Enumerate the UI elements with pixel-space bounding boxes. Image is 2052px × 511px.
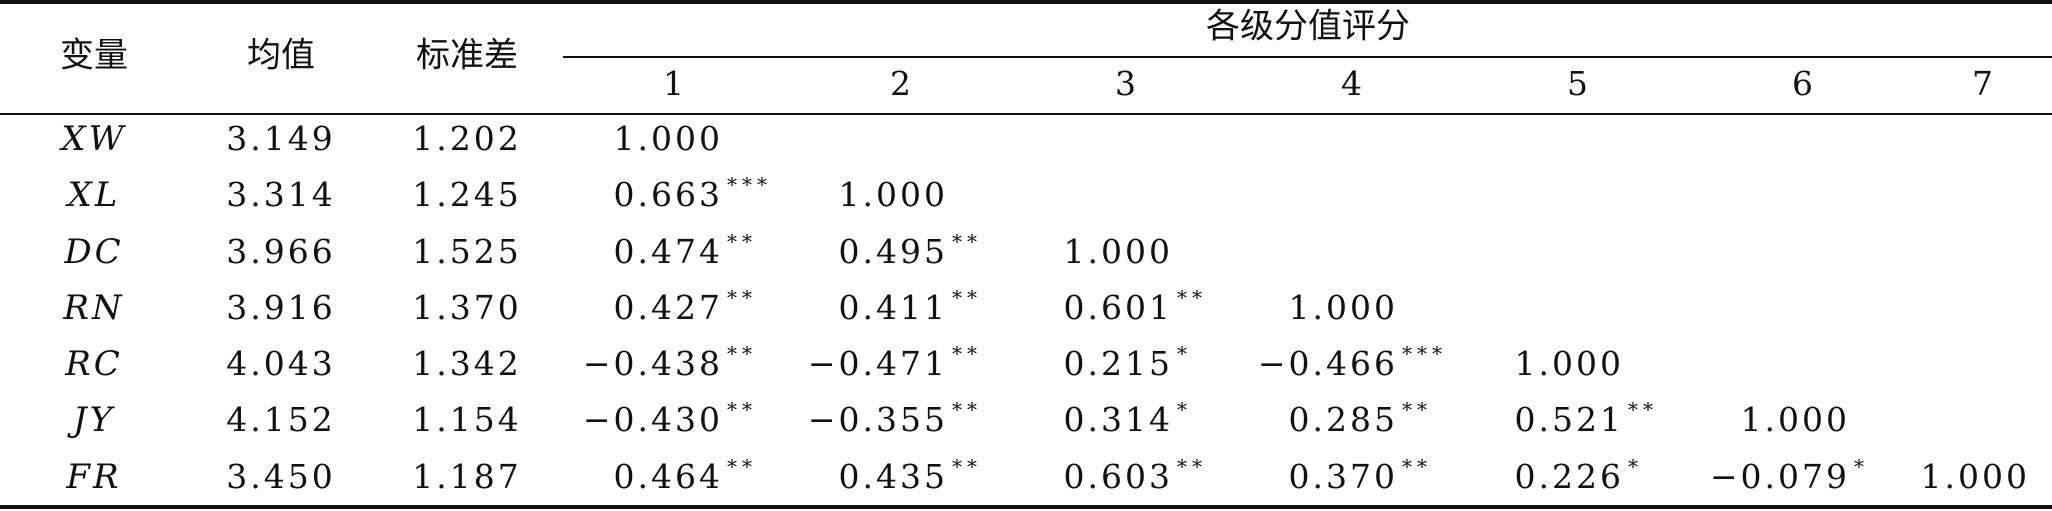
significance-mark: ** bbox=[727, 286, 757, 310]
sd-cell: 1.370 bbox=[412, 288, 521, 327]
significance-mark: * bbox=[1628, 455, 1643, 479]
header-level: 4 bbox=[1341, 64, 1365, 103]
correlation-cell: 0.314 bbox=[1064, 400, 1173, 439]
variable-name: FR bbox=[65, 457, 121, 497]
significance-mark: ** bbox=[1402, 398, 1432, 422]
header-level: 7 bbox=[1972, 64, 1996, 103]
significance-mark: *** bbox=[1402, 342, 1447, 366]
correlation-cell: 0.474 bbox=[614, 232, 723, 271]
correlation-cell: −0.079 bbox=[1710, 457, 1850, 496]
sd-cell: 1.525 bbox=[412, 232, 521, 271]
significance-mark: * bbox=[1177, 342, 1192, 366]
correlation-cell: 0.601 bbox=[1064, 288, 1173, 327]
correlation-cell: 0.495 bbox=[839, 232, 948, 271]
significance-mark: ** bbox=[1628, 398, 1658, 422]
variable-name: XW bbox=[58, 119, 126, 159]
sd-cell: 1.245 bbox=[412, 175, 521, 214]
mean-cell: 3.966 bbox=[226, 232, 335, 271]
header-level: 2 bbox=[890, 64, 914, 103]
header-level: 1 bbox=[663, 64, 687, 103]
correlation-cell: 0.285 bbox=[1289, 400, 1398, 439]
correlation-cell: −0.466 bbox=[1258, 344, 1398, 383]
mean-cell: 3.916 bbox=[226, 288, 335, 327]
significance-mark: ** bbox=[727, 455, 757, 479]
correlation-cell: 0.226 bbox=[1515, 457, 1624, 496]
correlation-cell: 0.521 bbox=[1515, 400, 1624, 439]
sd-cell: 1.154 bbox=[412, 400, 521, 439]
significance-mark: * bbox=[1854, 455, 1869, 479]
significance-mark: ** bbox=[1177, 286, 1207, 310]
significance-mark: ** bbox=[952, 398, 982, 422]
significance-mark: ** bbox=[727, 342, 757, 366]
correlation-cell: 0.435 bbox=[839, 457, 948, 496]
significance-mark: ** bbox=[727, 230, 757, 254]
correlation-cell: 1.000 bbox=[1741, 400, 1850, 439]
correlation-cell: −0.355 bbox=[808, 400, 948, 439]
variable-name: RC bbox=[64, 344, 123, 384]
sd-cell: 1.342 bbox=[412, 344, 521, 383]
mean-cell: 3.314 bbox=[226, 175, 335, 214]
correlation-cell: 0.215 bbox=[1064, 344, 1173, 383]
correlation-cell: 0.370 bbox=[1289, 457, 1398, 496]
correlation-cell: 0.464 bbox=[614, 457, 723, 496]
significance-mark: ** bbox=[1402, 455, 1432, 479]
significance-mark: ** bbox=[727, 398, 757, 422]
variable-name: RN bbox=[62, 288, 124, 328]
correlation-cell: 1.000 bbox=[1515, 344, 1624, 383]
mean-cell: 3.149 bbox=[226, 119, 335, 158]
mean-cell: 4.152 bbox=[226, 400, 335, 439]
correlation-cell: 0.603 bbox=[1064, 457, 1173, 496]
correlation-cell: 1.000 bbox=[1921, 457, 2030, 496]
header-group: 各级分值评分 bbox=[1206, 7, 1410, 47]
header-sd: 标准差 bbox=[416, 36, 518, 76]
mean-cell: 4.043 bbox=[226, 344, 335, 383]
correlation-cell: 0.411 bbox=[839, 288, 948, 327]
correlation-cell: −0.471 bbox=[808, 344, 948, 383]
variable-name: JY bbox=[67, 400, 116, 440]
correlation-cell: 0.663 bbox=[614, 175, 723, 214]
significance-mark: ** bbox=[952, 455, 982, 479]
correlation-cell: 1.000 bbox=[839, 175, 948, 214]
variable-name: XL bbox=[65, 175, 121, 215]
significance-mark: * bbox=[1177, 398, 1192, 422]
sd-cell: 1.187 bbox=[412, 457, 521, 496]
correlation-cell: 1.000 bbox=[614, 119, 723, 158]
significance-mark: ** bbox=[952, 342, 982, 366]
correlation-cell: −0.438 bbox=[583, 344, 723, 383]
correlation-cell: 1.000 bbox=[1289, 288, 1398, 327]
correlation-cell: −0.430 bbox=[583, 400, 723, 439]
header-variable: 变量 bbox=[60, 36, 128, 76]
sd-cell: 1.202 bbox=[412, 119, 521, 158]
header-level: 6 bbox=[1792, 64, 1816, 103]
mean-cell: 3.450 bbox=[226, 457, 335, 496]
significance-mark: *** bbox=[727, 173, 772, 197]
significance-mark: ** bbox=[952, 230, 982, 254]
correlation-cell: 0.427 bbox=[614, 288, 723, 327]
header-level: 3 bbox=[1115, 64, 1139, 103]
header-level: 5 bbox=[1567, 64, 1591, 103]
correlation-cell: 1.000 bbox=[1064, 232, 1173, 271]
significance-mark: ** bbox=[1177, 455, 1207, 479]
significance-mark: ** bbox=[952, 286, 982, 310]
variable-name: DC bbox=[63, 232, 123, 272]
header-mean: 均值 bbox=[247, 36, 315, 76]
